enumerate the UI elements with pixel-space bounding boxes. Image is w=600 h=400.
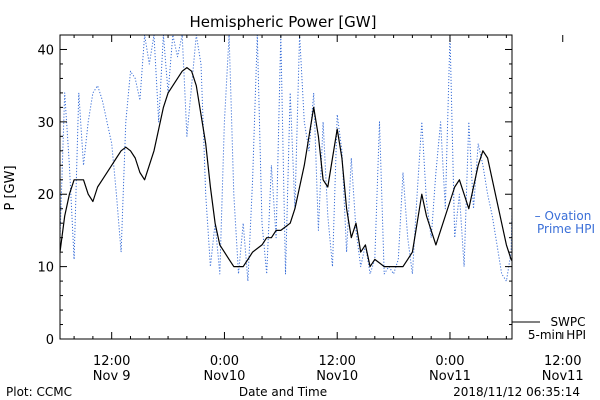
x-tick-label-time: 12:00 bbox=[318, 354, 355, 369]
series-layer bbox=[60, 35, 512, 282]
x-tick-label-time: 0:00 bbox=[435, 354, 464, 369]
footer-plot-credit: Plot: CCMC bbox=[6, 385, 72, 399]
x-tick-label-date: Nov10 bbox=[316, 369, 358, 384]
plot-frame bbox=[59, 34, 513, 340]
legend-swpc-line2: 5-min HPI bbox=[528, 328, 586, 342]
y-tick-label: 0 bbox=[46, 333, 54, 348]
x-tick-label-date: Nov11 bbox=[429, 369, 471, 384]
legend-ovation-line1: – Ovation bbox=[535, 209, 592, 223]
x-tick-label-date: Nov10 bbox=[203, 369, 245, 384]
legend-ovation-line2: Prime HPI bbox=[537, 222, 595, 236]
x-tick-label-time: 12:00 bbox=[93, 354, 130, 369]
x-tick-label-time: 12:00 bbox=[544, 354, 581, 369]
y-axis: 0 10 20 30 40 bbox=[37, 43, 512, 348]
x-tick-label-date: Nov 9 bbox=[93, 369, 131, 384]
series-line-ovation-prime-hpi bbox=[60, 35, 512, 282]
y-tick-label: 20 bbox=[37, 188, 54, 203]
series-line-swpc-hpi bbox=[60, 67, 512, 268]
y-axis-label: P [GW] bbox=[3, 165, 18, 210]
x-axis-label: Date and Time bbox=[239, 385, 327, 399]
chart-title: Hemispheric Power [GW] bbox=[190, 13, 377, 31]
x-tick-label-date: Nov11 bbox=[542, 369, 584, 384]
y-tick-label: 10 bbox=[37, 261, 54, 276]
y-tick-label: 30 bbox=[37, 116, 54, 131]
y-tick-label: 40 bbox=[37, 43, 54, 58]
footer-timestamp: 2018/11/12 06:35:14 bbox=[453, 385, 580, 399]
legend-swpc-line1: SWPC bbox=[550, 315, 585, 329]
x-tick-label-time: 0:00 bbox=[210, 354, 239, 369]
